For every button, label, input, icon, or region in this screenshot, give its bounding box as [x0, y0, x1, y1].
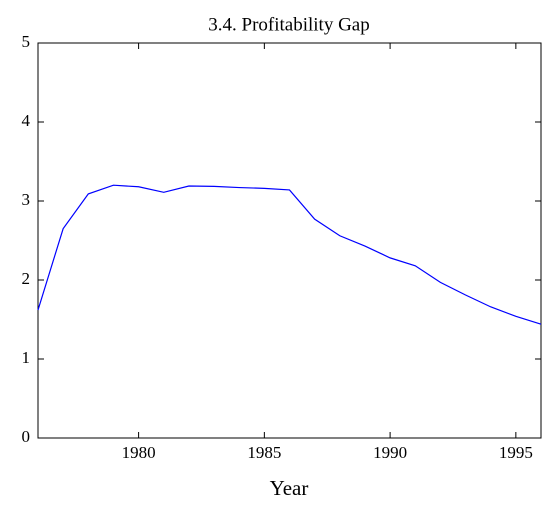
y-tick-label: 5 [22, 32, 31, 51]
x-tick-label: 1980 [122, 443, 156, 462]
x-tick-label: 1990 [373, 443, 407, 462]
y-tick-label: 4 [22, 111, 31, 130]
chart-title: 3.4. Profitability Gap [208, 14, 369, 35]
y-tick-label: 2 [22, 269, 31, 288]
y-tick-label: 3 [22, 190, 31, 209]
y-tick-label: 0 [22, 427, 31, 446]
x-axis-label: Year [270, 476, 309, 500]
plot-frame [37, 42, 542, 439]
y-tick-label: 1 [22, 348, 31, 367]
x-tick-label: 1995 [499, 443, 533, 462]
data-line [37, 184, 542, 325]
x-tick-label: 1985 [247, 443, 281, 462]
